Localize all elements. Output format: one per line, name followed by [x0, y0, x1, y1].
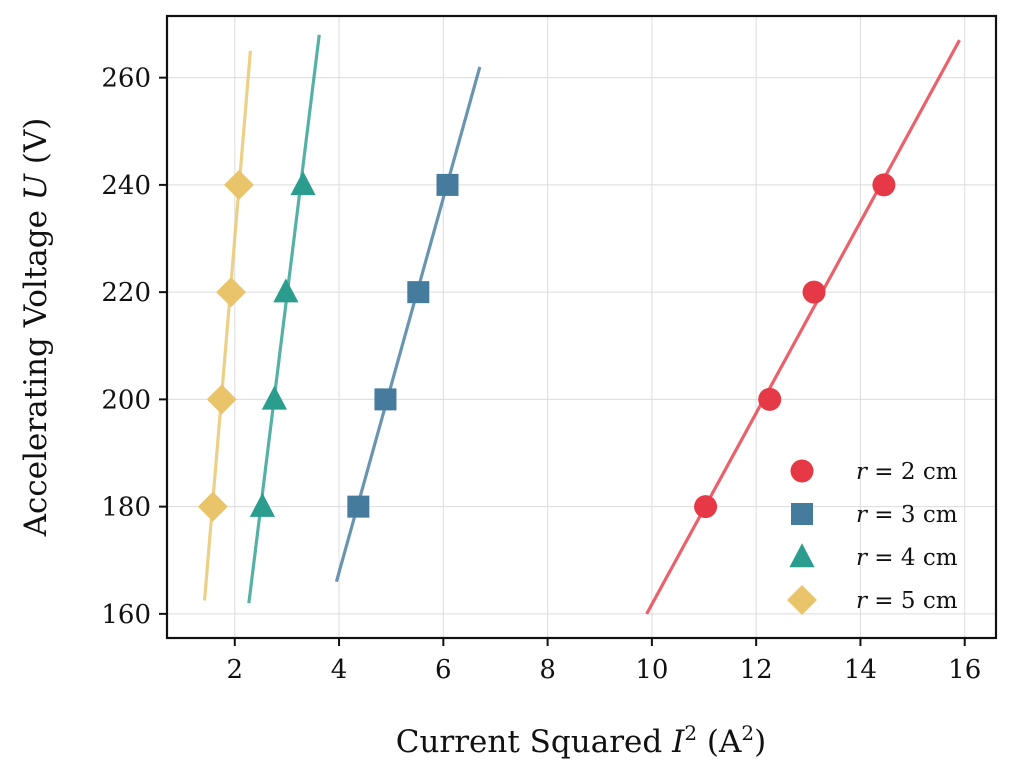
data-point-3cm	[407, 281, 430, 304]
data-point-5cm	[224, 169, 254, 200]
x-tick-label: 10	[635, 655, 668, 685]
data-point-4cm	[249, 492, 276, 517]
data-point-2cm	[694, 495, 718, 519]
x-tick-label: 12	[740, 655, 773, 685]
legend-label-5cm: r = 5 cm	[856, 588, 958, 614]
y-tick-label: 160	[101, 600, 151, 630]
data-point-4cm	[261, 385, 288, 410]
data-point-3cm	[374, 388, 397, 411]
x-tick-label: 2	[227, 655, 244, 685]
legend-marker-2cm	[790, 459, 814, 483]
plot-frame	[165, 14, 998, 640]
x-tick-label: 8	[539, 655, 556, 685]
y-tick-label: 220	[101, 278, 151, 308]
legend-marker-3cm	[791, 503, 813, 525]
data-point-3cm	[436, 173, 459, 196]
y-tick-label: 200	[101, 385, 151, 415]
data-point-5cm	[206, 384, 237, 415]
data-points	[197, 169, 896, 522]
data-point-2cm	[802, 280, 826, 304]
legend: r = 2 cm r = 3 cm r = 4 cm r = 5 cm	[787, 459, 958, 615]
data-point-4cm	[273, 278, 299, 303]
legend-label-4cm: r = 4 cm	[856, 545, 958, 571]
x-tick-label: 4	[331, 655, 348, 685]
x-axis-title: Current Squared I2 (A2)	[396, 721, 767, 760]
data-point-5cm	[197, 491, 228, 522]
x-tick-label: 16	[948, 655, 981, 685]
legend-label-2cm: r = 2 cm	[856, 459, 958, 485]
x-tick-label: 14	[844, 655, 877, 685]
legend-label-3cm: r = 3 cm	[856, 502, 958, 528]
x-tick-label: 6	[435, 655, 452, 685]
legend-marker-5cm	[787, 585, 817, 615]
fit-line-2cm	[645, 39, 961, 615]
grid	[167, 16, 996, 638]
y-tick-label: 260	[101, 64, 151, 94]
y-axis-ticks: 160 180 200 220 240 260	[101, 64, 167, 630]
data-point-2cm	[872, 173, 896, 197]
fit-lines	[202, 34, 961, 615]
data-point-2cm	[758, 387, 782, 411]
fit-line-4cm	[247, 34, 321, 604]
data-point-5cm	[216, 277, 247, 308]
y-tick-label: 180	[101, 493, 151, 523]
data-point-4cm	[290, 171, 316, 196]
data-point-3cm	[347, 495, 370, 518]
y-axis-title: Accelerating Voltage U (V)	[18, 118, 54, 538]
y-tick-label: 240	[101, 171, 151, 201]
legend-marker-4cm	[789, 543, 815, 568]
x-axis-ticks: 2 4 6 8 10 12 14 16	[227, 638, 981, 685]
